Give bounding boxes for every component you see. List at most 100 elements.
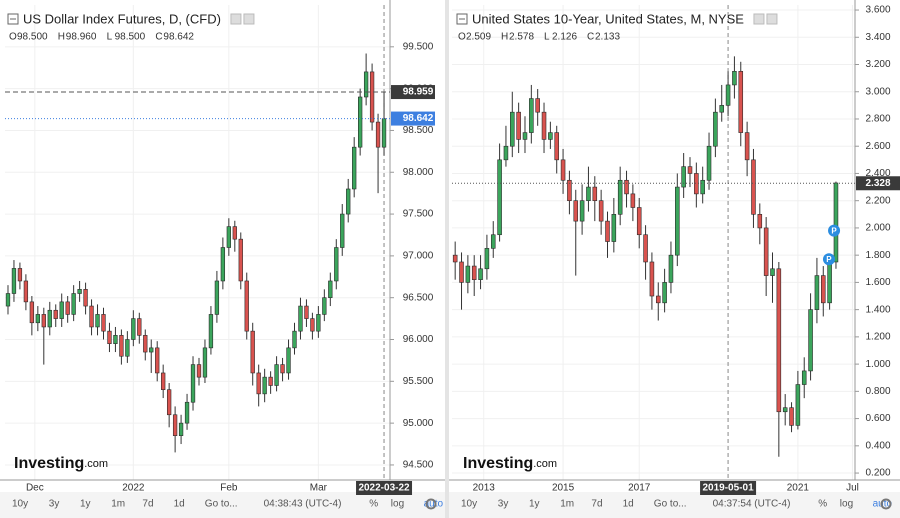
toolbar-button[interactable]: Go to... [205,499,238,510]
candle-body [611,214,617,242]
candle-body [573,200,579,222]
candle-body [516,111,521,140]
toolbar-button[interactable]: Go to... [654,499,687,510]
candle-body [738,71,744,133]
y-tick-label: 96.500 [403,292,434,303]
candle-body [821,275,826,304]
toolbar-button[interactable]: 1y [80,499,91,510]
candle-body [484,248,490,270]
chart-title: US Dollar Index Futures, D, (CFD) [23,11,221,26]
toolbar-option[interactable]: auto [873,499,893,510]
y-tick-label: 1.600 [865,277,890,288]
candle-body [681,166,686,188]
candle-body [452,254,458,263]
header-button[interactable] [766,13,778,25]
candle-body [630,193,636,208]
toolbar-option[interactable]: % [369,499,378,510]
candle-body [143,335,148,353]
candle-body [11,268,17,294]
candle-body [554,132,559,161]
candle-body [101,314,106,332]
toolbar-button[interactable]: 10y [12,499,28,510]
candle-body [23,280,29,303]
candle-body [83,289,88,307]
settings-icon[interactable] [880,498,892,510]
candle-body [567,179,572,201]
candle-body [190,364,196,403]
candle-body [340,213,345,248]
candle-body [465,265,471,283]
header-button[interactable] [230,13,242,25]
toolbar-option[interactable]: log [840,499,853,510]
price-label: 98.642 [403,113,434,124]
toolbar-button[interactable]: 3y [498,499,509,510]
candle-body [238,238,243,282]
y-tick-label: 2.000 [865,223,890,234]
candle-body [789,407,794,426]
y-tick-label: 3.200 [865,59,890,70]
candle-body [770,268,775,276]
candle-body [751,159,756,215]
toolbar-option[interactable]: log [391,499,404,510]
crosshair-label: 2019-05-01 [702,483,754,494]
candle-body [262,376,267,395]
candle-body [17,268,23,282]
toolbar-button[interactable]: 1m [560,499,574,510]
candle-body [713,111,718,147]
candle-body [643,234,648,263]
header-button[interactable] [243,13,255,25]
toolbar-option[interactable]: % [818,499,827,510]
candle-body [763,227,769,276]
candle-body [53,309,58,319]
collapse-icon[interactable] [7,13,19,25]
x-tick-label: Jul [846,483,859,494]
candle-body [732,71,737,86]
toolbar-bg [449,492,900,518]
event-marker[interactable] [822,253,835,266]
y-tick-label: 3.600 [865,5,890,16]
toolbar-button[interactable]: 1d [174,499,185,510]
toolbar-button[interactable]: 10y [461,499,477,510]
y-tick-label: 96.000 [403,334,434,345]
ohlc-value: 2.578 [509,32,534,43]
candle-body [268,376,273,386]
toolbar-button[interactable]: 1y [529,499,540,510]
y-tick-label: 98.000 [403,167,434,178]
toolbar-button[interactable]: 1m [111,499,125,510]
candle-body [548,132,553,140]
candle-body [782,407,788,413]
toolbar-button[interactable]: 3y [49,499,60,510]
x-tick-label: 2017 [628,483,651,494]
ohlc-label: L [544,32,550,43]
candle-body [161,372,166,390]
candle-body [250,330,255,374]
y-tick-label: 2.800 [865,114,890,125]
toolbar-button[interactable]: 7d [142,499,153,510]
candle-body [166,389,172,416]
candle-body [29,301,35,324]
candle-body [592,186,598,201]
candle-body [503,145,509,161]
candle-body [298,305,303,332]
ohlc-label: H [501,32,508,43]
collapse-icon[interactable] [456,13,468,25]
candle-body [244,280,249,332]
price-label-box [391,111,435,126]
candle-body [535,98,540,113]
event-marker[interactable] [828,224,841,237]
header-button[interactable] [753,13,765,25]
chart-title: United States 10-Year, United States, M,… [472,11,744,26]
toolbar-button[interactable]: 7d [591,499,602,510]
toolbar-button[interactable]: 1d [623,499,634,510]
candle-body [137,318,142,336]
candle-body [107,330,112,344]
settings-icon[interactable] [425,498,437,510]
candle-body [155,347,160,374]
candle-body [352,146,357,190]
ohlc-value: 98.500 [17,32,48,43]
candle-body [579,200,585,222]
toolbar-option[interactable]: auto [424,499,444,510]
y-tick-label: 2.400 [865,168,890,179]
y-tick-label: 1.000 [865,359,890,370]
